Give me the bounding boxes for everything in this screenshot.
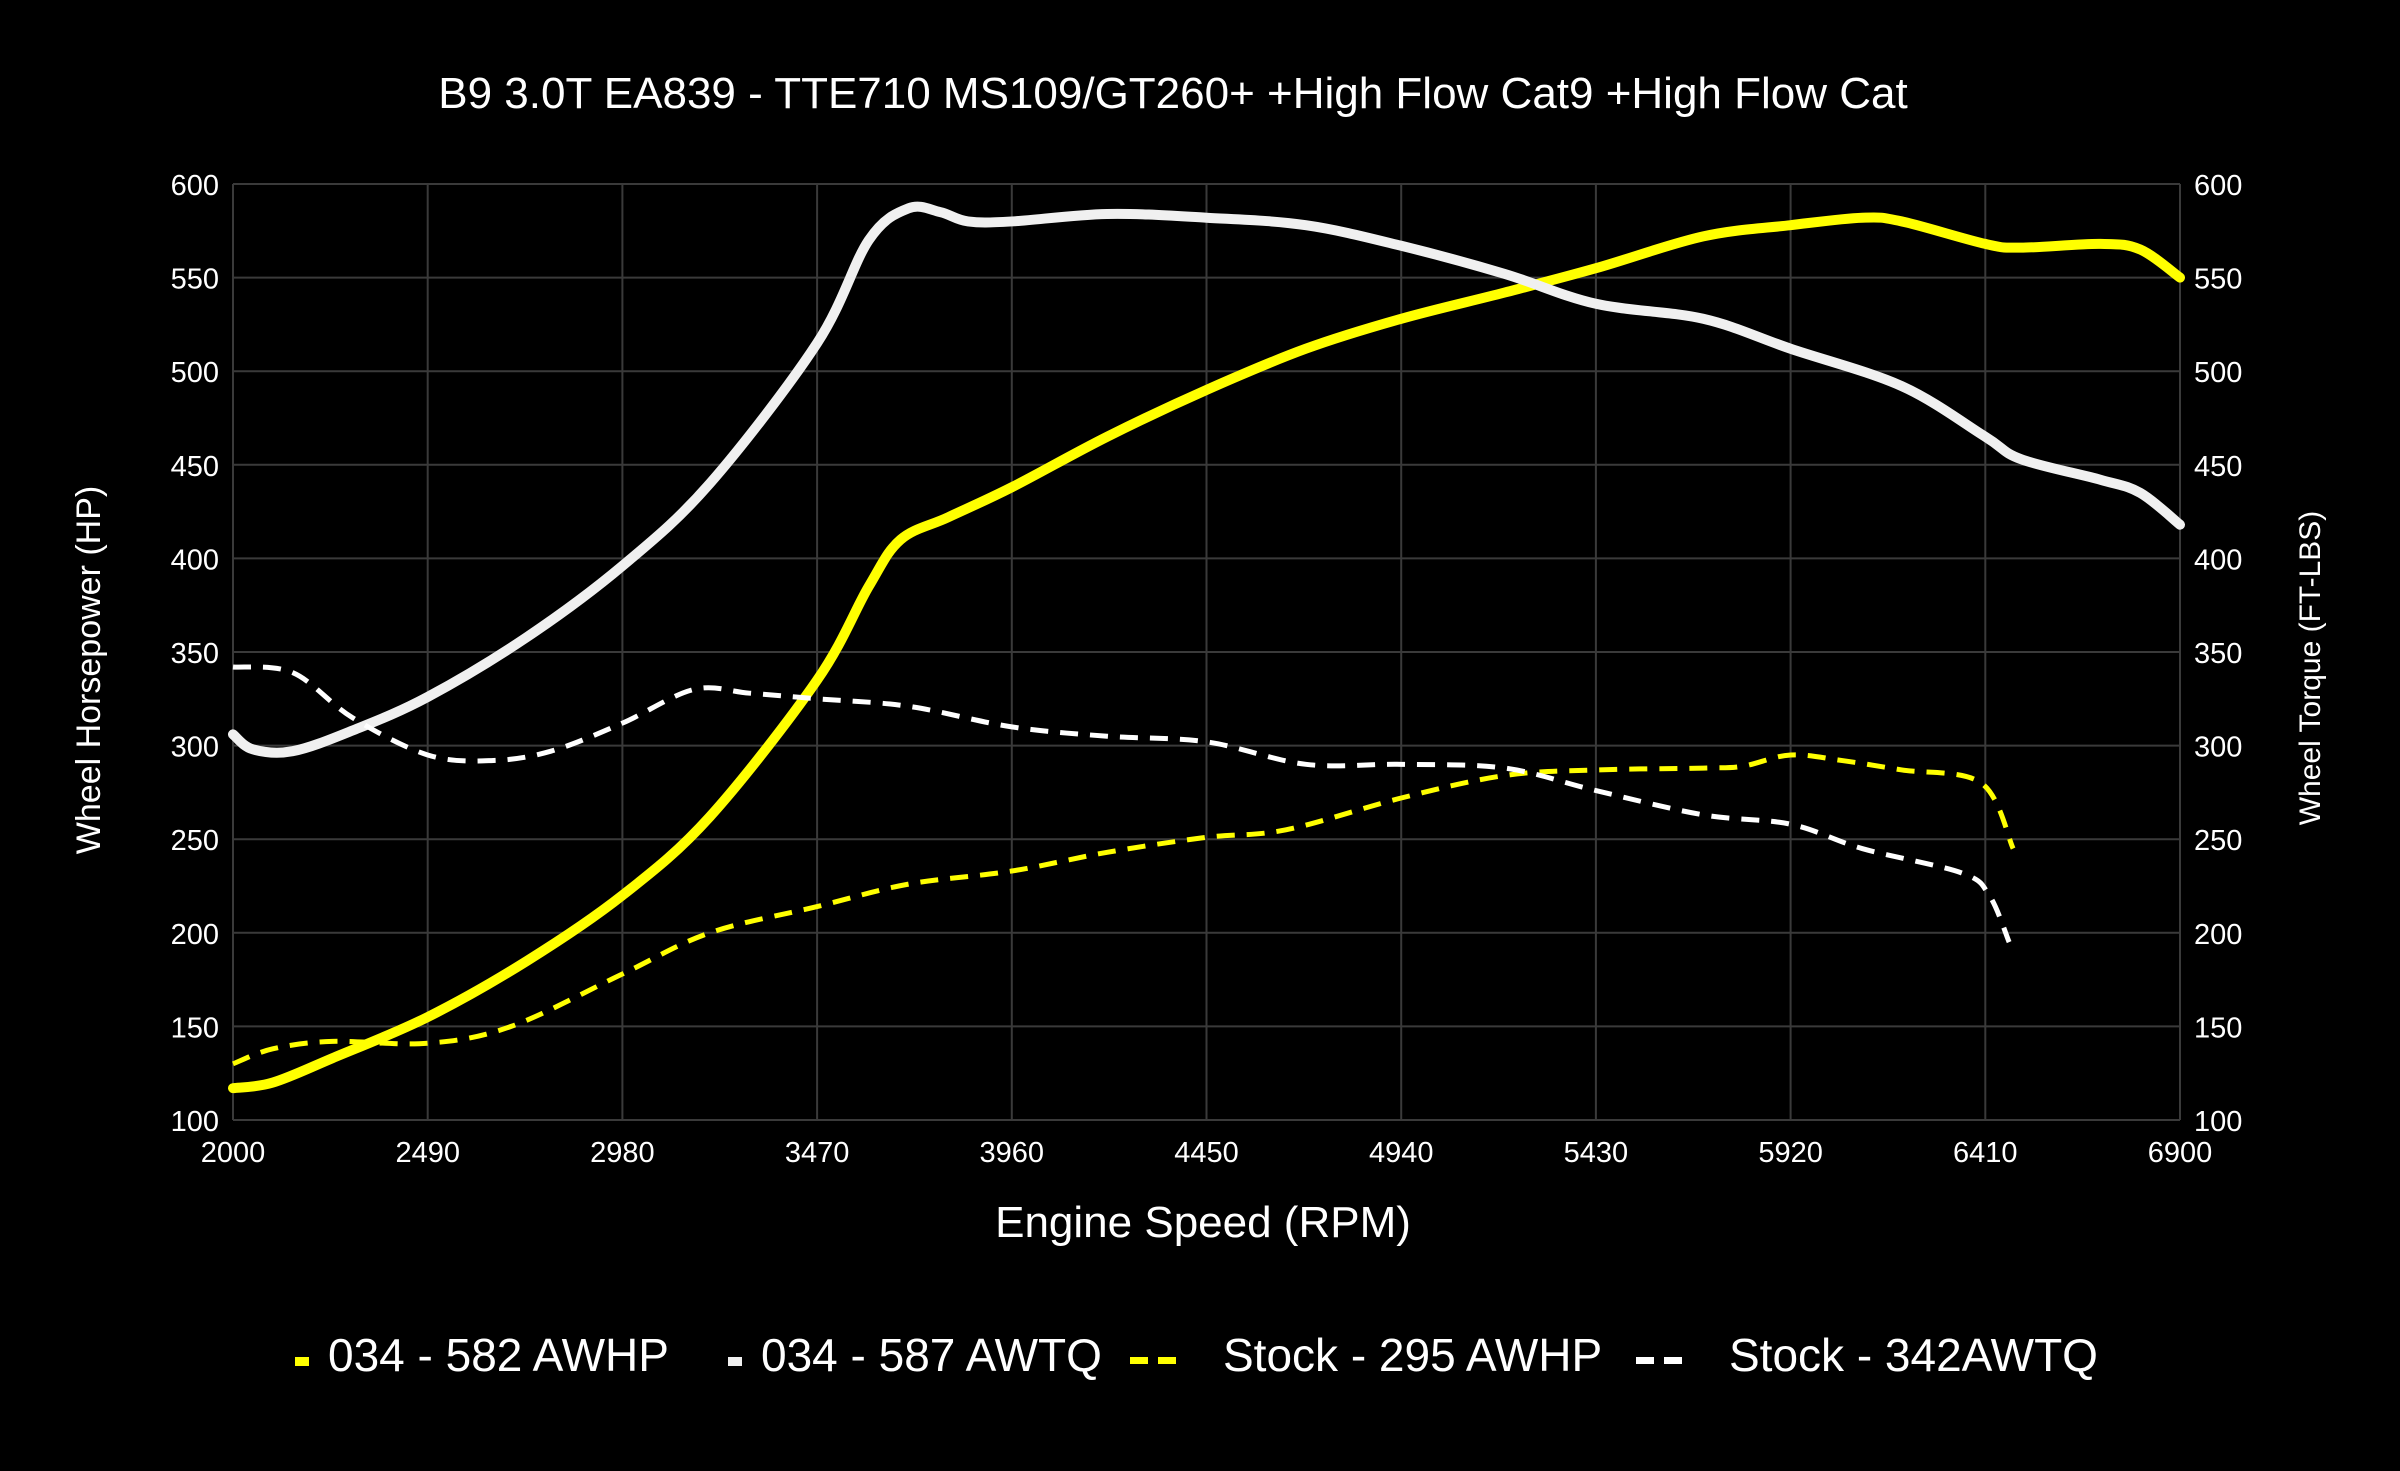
legend-swatch [1158,1357,1176,1364]
series-lines [228,201,2185,1094]
y-tick-label: 450 [171,451,219,483]
series-line-3 [232,664,2012,944]
y2-tick-label: 250 [2194,825,2242,857]
y-tick-label: 600 [171,170,219,202]
y2-tick-label: 400 [2194,544,2242,576]
x-tick-label: 2980 [590,1137,655,1169]
y-tick-label: 200 [171,919,219,951]
x-axis-ticks: 2000 2490 2980 3470 3960 4450 4940 5430 5920 6410… [201,1137,2213,1169]
y-tick-label: 250 [171,825,219,857]
y2-tick-label: 500 [2194,357,2242,389]
x-tick-label: 5430 [1564,1137,1629,1169]
y-tick-label: 100 [171,1106,219,1138]
y2-tick-label: 350 [2194,638,2242,670]
legend: 034 - 582 AWHP 034 - 587 AWTQ Stock - 295 … [295,1329,2098,1381]
y2-tick-label: 300 [2194,732,2242,764]
series-line-0 [228,212,2185,1094]
y-axis-label: Wheel Horsepower (HP) [70,486,108,854]
x-axis-label: Engine Speed (RPM) [995,1198,1411,1247]
x-tick-label: 4940 [1369,1137,1434,1169]
x-tick-label: 3960 [980,1137,1045,1169]
x-tick-label: 6410 [1953,1137,2018,1169]
legend-swatch [728,1357,742,1366]
legend-swatch [1130,1357,1148,1364]
chart-title: B9 3.0T EA839 - TTE710 MS109/GT260+ +Hig… [438,69,1907,118]
right-y-axis-ticks: 100 150 200 250 300 350 400 450 500 550 600 [2194,170,2242,1138]
y2-tick-label: 150 [2194,1012,2242,1044]
y2-tick-label: 100 [2194,1106,2242,1138]
y-tick-label: 550 [171,264,219,296]
y-tick-label: 300 [171,732,219,764]
y-tick-label: 150 [171,1012,219,1044]
x-tick-label: 3470 [785,1137,850,1169]
legend-label: 034 - 587 AWTQ [761,1329,1102,1381]
legend-label: 034 - 582 AWHP [328,1329,669,1381]
series-line-1 [228,201,2185,758]
grid [232,183,2181,1121]
legend-label: Stock - 342AWTQ [1729,1329,2098,1381]
x-tick-label: 5920 [1758,1137,1823,1169]
y2-tick-label: 450 [2194,451,2242,483]
y-tick-label: 500 [171,357,219,389]
series-line-2 [232,752,2016,1067]
y-tick-label: 350 [171,638,219,670]
y2-axis-label: Wheel Torque (FT-LBS) [2294,511,2327,826]
y2-tick-label: 550 [2194,264,2242,296]
legend-label: Stock - 295 AWHP [1223,1329,1602,1381]
x-tick-label: 2490 [395,1137,460,1169]
x-tick-label: 6900 [2148,1137,2213,1169]
y-tick-label: 400 [171,544,219,576]
x-tick-label: 2000 [201,1137,266,1169]
y2-tick-label: 200 [2194,919,2242,951]
x-tick-label: 4450 [1174,1137,1239,1169]
legend-swatch [1636,1357,1654,1364]
y2-tick-label: 600 [2194,170,2242,202]
legend-swatch [1664,1357,1682,1364]
legend-swatch [295,1357,309,1366]
left-y-axis-ticks: 100 150 200 250 300 350 400 450 500 550 600 [171,170,219,1138]
